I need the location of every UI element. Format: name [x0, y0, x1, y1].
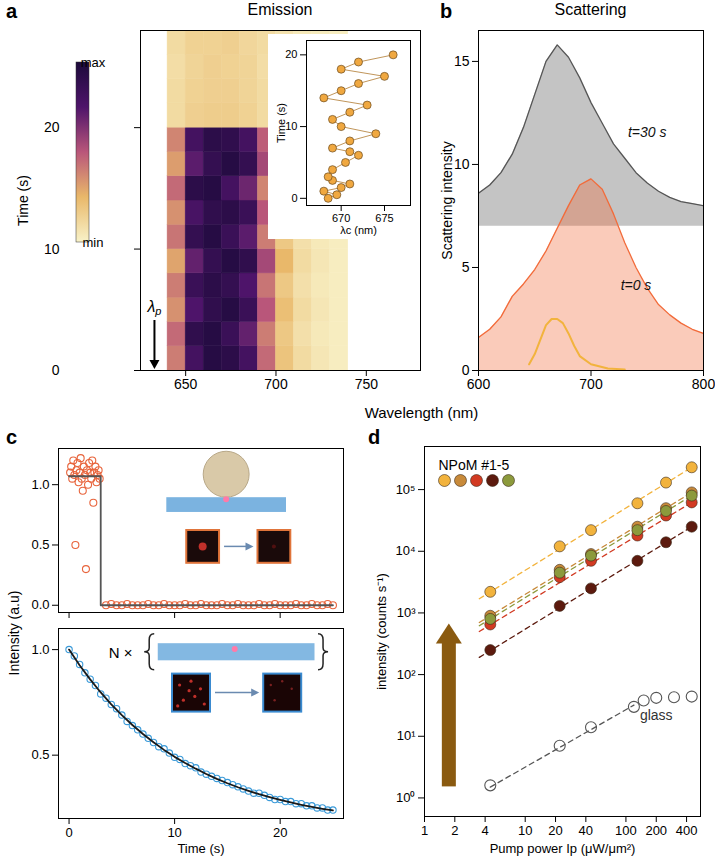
- svg-text:20: 20: [548, 823, 562, 838]
- svg-text:glass: glass: [640, 707, 673, 723]
- svg-text:0.0: 0.0: [31, 597, 49, 612]
- html-text:d: d: [368, 426, 381, 448]
- svg-text:700: 700: [579, 376, 603, 392]
- svg-text:10¹: 10¹: [397, 728, 416, 743]
- svg-text:200: 200: [645, 823, 667, 838]
- svg-text:10: 10: [167, 825, 181, 840]
- svg-text:5: 5: [462, 259, 470, 275]
- html-text:Emission: Emission: [247, 1, 313, 18]
- html-text:c: c: [6, 426, 18, 448]
- svg-text:750: 750: [355, 376, 379, 392]
- svg-text:0: 0: [65, 825, 72, 840]
- svg-text:10: 10: [44, 241, 60, 257]
- svg-text:Time (s): Time (s): [177, 841, 224, 856]
- svg-text:100: 100: [615, 823, 637, 838]
- svg-text:Pump power Ip (μW/μm²): Pump power Ip (μW/μm²): [490, 841, 636, 856]
- svg-text:t=30 s: t=30 s: [628, 124, 667, 140]
- svg-text:650: 650: [174, 376, 198, 392]
- svg-text:intensity (counts s⁻¹): intensity (counts s⁻¹): [374, 573, 389, 690]
- svg-text:675: 675: [375, 212, 393, 224]
- svg-text:2: 2: [451, 823, 458, 838]
- svg-text:20: 20: [285, 48, 297, 60]
- svg-text:1.0: 1.0: [31, 477, 49, 492]
- svg-text:10³: 10³: [397, 605, 416, 620]
- svg-text:λc (nm): λc (nm): [340, 224, 377, 236]
- svg-text:NPoM #1-5: NPoM #1-5: [439, 457, 510, 473]
- svg-text:10: 10: [518, 823, 532, 838]
- svg-text:0: 0: [52, 362, 60, 378]
- svg-text:20: 20: [44, 119, 60, 135]
- svg-text:10⁴: 10⁴: [395, 543, 415, 558]
- svg-text:0: 0: [291, 192, 297, 204]
- svg-text:40: 40: [579, 823, 593, 838]
- html-text:b: b: [440, 0, 453, 22]
- svg-text:Time (s): Time (s): [275, 103, 287, 143]
- svg-text:10⁰: 10⁰: [396, 790, 415, 805]
- svg-text:700: 700: [264, 376, 288, 392]
- html-text:Scattering: Scattering: [554, 1, 627, 18]
- svg-text:Scattering intensity: Scattering intensity: [439, 141, 455, 259]
- svg-text:N ×: N ×: [109, 644, 133, 661]
- html-text:a: a: [6, 0, 18, 22]
- svg-text:t=0 s: t=0 s: [621, 277, 652, 293]
- svg-text:10⁵: 10⁵: [396, 482, 416, 497]
- svg-text:400: 400: [676, 823, 698, 838]
- html-text:Wavelength (nm): Wavelength (nm): [364, 404, 479, 421]
- svg-text:800: 800: [692, 376, 715, 392]
- svg-text:4: 4: [482, 823, 489, 838]
- svg-text:600: 600: [467, 376, 491, 392]
- svg-text:1: 1: [421, 823, 428, 838]
- svg-text:min: min: [83, 235, 104, 250]
- svg-text:0.5: 0.5: [31, 747, 49, 762]
- svg-text:0.5: 0.5: [31, 537, 49, 552]
- svg-text:20: 20: [273, 825, 287, 840]
- svg-text:10: 10: [285, 120, 298, 133]
- svg-text:0: 0: [461, 362, 470, 378]
- svg-text:670: 670: [332, 212, 350, 224]
- svg-text:10: 10: [454, 156, 470, 172]
- html-text:Intensity (a.u): Intensity (a.u): [6, 590, 22, 676]
- svg-text:1.0: 1.0: [31, 642, 49, 657]
- svg-text:Time (s): Time (s): [15, 175, 31, 226]
- svg-text:15: 15: [454, 53, 470, 69]
- svg-text:λp: λp: [146, 298, 161, 317]
- svg-text:max: max: [81, 55, 106, 70]
- svg-text:10²: 10²: [397, 667, 416, 682]
